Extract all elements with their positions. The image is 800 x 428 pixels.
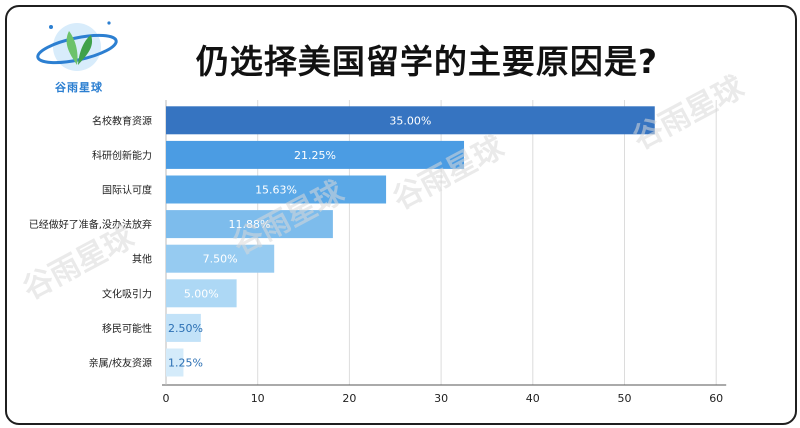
category-label: 亲属/校友资源: [89, 357, 152, 370]
data-label: 7.50%: [203, 253, 238, 266]
category-label: 其他: [132, 253, 152, 266]
bar: [166, 210, 333, 239]
x-tick-label: 60: [709, 392, 723, 405]
logo: 谷雨星球: [29, 13, 129, 97]
chart-frame: 谷雨星球 仍选择美国留学的主要原因是?: [5, 5, 797, 425]
x-tick-label: 40: [526, 392, 540, 405]
category-label: 文化吸引力: [102, 287, 152, 300]
category-label: 已经做好了准备,没办法放弃: [29, 218, 152, 231]
data-label: 11.88%: [228, 218, 270, 231]
x-tick-label: 0: [163, 392, 170, 405]
x-tick-label: 10: [251, 392, 265, 405]
bar: [166, 175, 387, 204]
logo-text: 谷雨星球: [55, 81, 103, 94]
category-label: 移民可能性: [102, 322, 152, 335]
category-label: 名校教育资源: [92, 114, 152, 127]
x-tick-label: 30: [434, 392, 448, 405]
logo-planet-icon: [36, 21, 118, 71]
x-tick-label: 20: [342, 392, 356, 405]
data-label: 5.00%: [184, 287, 219, 300]
data-label: 15.63%: [255, 184, 297, 197]
bar: [166, 348, 184, 377]
data-label: 2.50%: [168, 322, 203, 335]
category-label: 科研创新能力: [92, 149, 152, 162]
x-tick-label: 50: [618, 392, 632, 405]
data-label: 1.25%: [168, 357, 203, 370]
data-label: 35.00%: [389, 114, 431, 127]
chart-title: 仍选择美国留学的主要原因是?: [195, 42, 659, 81]
data-label: 21.25%: [294, 149, 336, 162]
bar: [166, 244, 275, 273]
bar: [166, 140, 465, 169]
bar: [166, 279, 237, 308]
bar: [166, 313, 201, 342]
category-label: 国际认可度: [102, 184, 152, 197]
bar: [166, 106, 655, 135]
